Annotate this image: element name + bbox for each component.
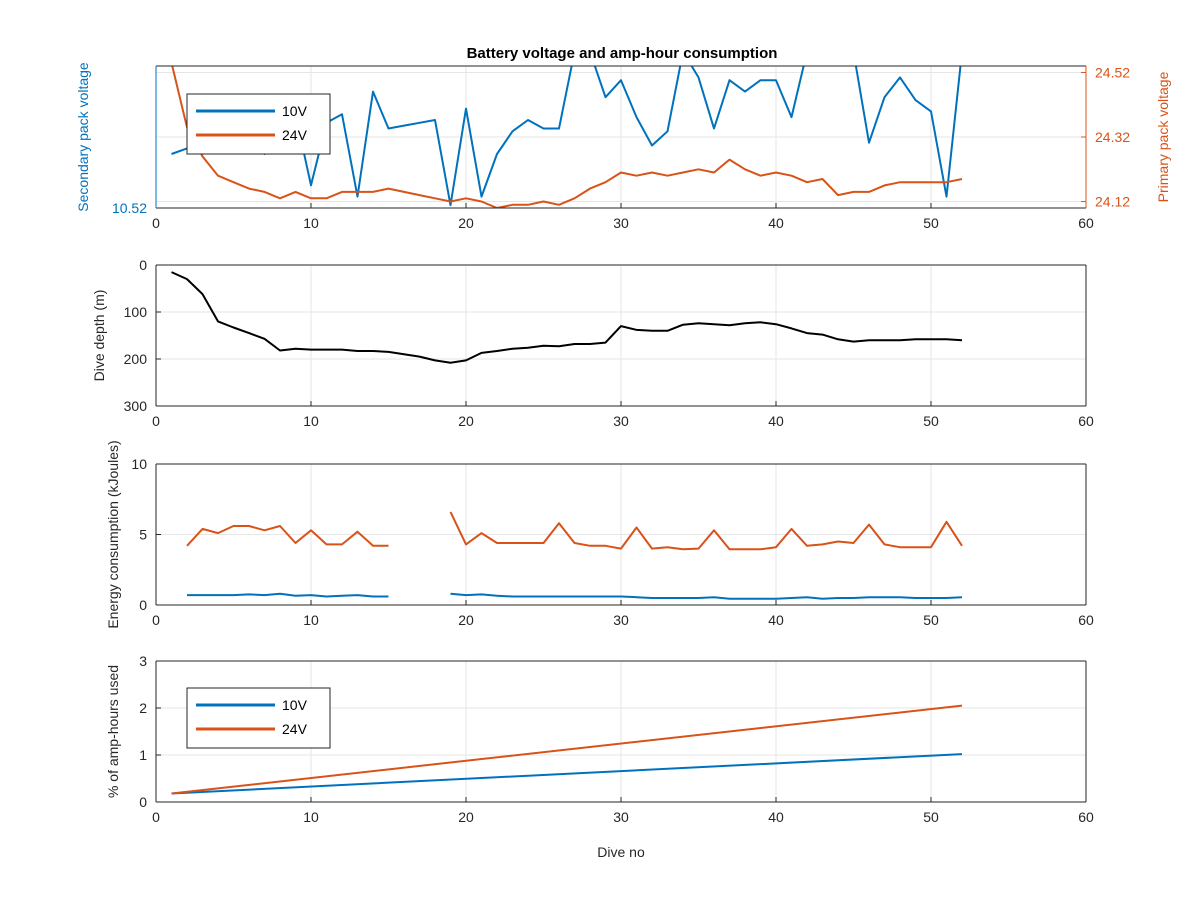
subplot-2: 0 10 20 30 40 50 60 0 100 200 300 Dive depth (m) <box>91 257 1094 429</box>
x-tick-label: 0 <box>152 612 160 628</box>
x-tick-label: 60 <box>1078 612 1094 628</box>
y-right-tick-label: 24.12 <box>1095 194 1130 210</box>
y-right-tick-label: 24.32 <box>1095 129 1130 145</box>
y-tick-label: 1 <box>139 747 147 763</box>
x-tick-label: 20 <box>458 612 474 628</box>
x-tick-label: 20 <box>458 413 474 429</box>
x-tick-label: 30 <box>613 413 629 429</box>
subplot-4: 0 10 20 30 40 50 60 0 1 2 3 % of amp-hours used Dive… <box>105 653 1094 860</box>
x-tick-label: 40 <box>768 215 784 231</box>
series-line-10v <box>171 753 963 795</box>
legend-label-10v: 10V <box>282 103 308 119</box>
x-tick-label: 30 <box>613 215 629 231</box>
x-tick-label: 0 <box>152 809 160 825</box>
legend-box <box>186 93 331 155</box>
x-tick-label: 60 <box>1078 809 1094 825</box>
y-right-tick-label: 24.52 <box>1095 64 1130 80</box>
x-tick-label: 20 <box>458 215 474 231</box>
x-axis-label: Dive no <box>597 844 645 860</box>
y-tick-label: 3 <box>139 653 147 669</box>
series-line-24v <box>186 511 963 551</box>
x-tick-label: 10 <box>303 215 319 231</box>
legend-label-10v: 10V <box>282 697 308 713</box>
legend-box <box>186 687 331 749</box>
y-tick-label: 200 <box>124 351 148 367</box>
y-tick-label: 300 <box>124 398 148 414</box>
y-tick-label: 2 <box>139 700 147 716</box>
x-tick-label: 30 <box>613 612 629 628</box>
y-tick-label: 0 <box>139 597 147 613</box>
x-tick-label: 40 <box>768 809 784 825</box>
x-tick-label: 40 <box>768 612 784 628</box>
series-line-24v <box>171 66 963 208</box>
y-axis-label: Energy consumption (kJoules) <box>105 440 121 628</box>
y-axis-label: Secondary pack voltage <box>75 62 91 212</box>
x-tick-label: 50 <box>923 612 939 628</box>
figure-title: Battery voltage and amp-hour consumption <box>467 45 778 62</box>
y-tick-label: 5 <box>139 527 147 543</box>
y-axis-label: % of amp-hours used <box>105 665 121 798</box>
legend: 10V 24V <box>186 687 331 749</box>
x-tick-label: 60 <box>1078 215 1094 231</box>
y-tick-label: 100 <box>124 304 148 320</box>
x-tick-label: 0 <box>152 215 160 231</box>
legend-label-24v: 24V <box>282 127 308 143</box>
x-tick-label: 40 <box>768 413 784 429</box>
y-tick-label: 10 <box>131 456 147 472</box>
x-tick-label: 50 <box>923 809 939 825</box>
subplot-1: 0 10 20 30 40 50 60 10.52 24.12 24.32 24.52 Seconda… <box>75 62 1171 231</box>
y-tick-label: 10.52 <box>112 200 147 216</box>
x-tick-label: 60 <box>1078 413 1094 429</box>
legend: 10V 24V <box>186 93 331 155</box>
series-line-24v <box>171 704 963 795</box>
x-tick-label: 10 <box>303 413 319 429</box>
x-tick-label: 0 <box>152 413 160 429</box>
series-line-10v <box>187 592 963 600</box>
x-tick-label: 50 <box>923 215 939 231</box>
x-tick-label: 20 <box>458 809 474 825</box>
legend-label-24v: 24V <box>282 721 308 737</box>
y-tick-label: 0 <box>139 794 147 810</box>
y-axis-right-label: Primary pack voltage <box>1155 71 1171 202</box>
y-axis-label: Dive depth (m) <box>91 290 107 382</box>
subplot-3: 0 10 20 30 40 50 60 0 5 10 Energy consumption (kJo… <box>105 440 1094 628</box>
y-tick-label: 0 <box>139 257 147 273</box>
x-tick-label: 50 <box>923 413 939 429</box>
series-line-depth <box>171 271 963 364</box>
x-tick-label: 10 <box>303 809 319 825</box>
x-tick-label: 10 <box>303 612 319 628</box>
x-tick-label: 30 <box>613 809 629 825</box>
